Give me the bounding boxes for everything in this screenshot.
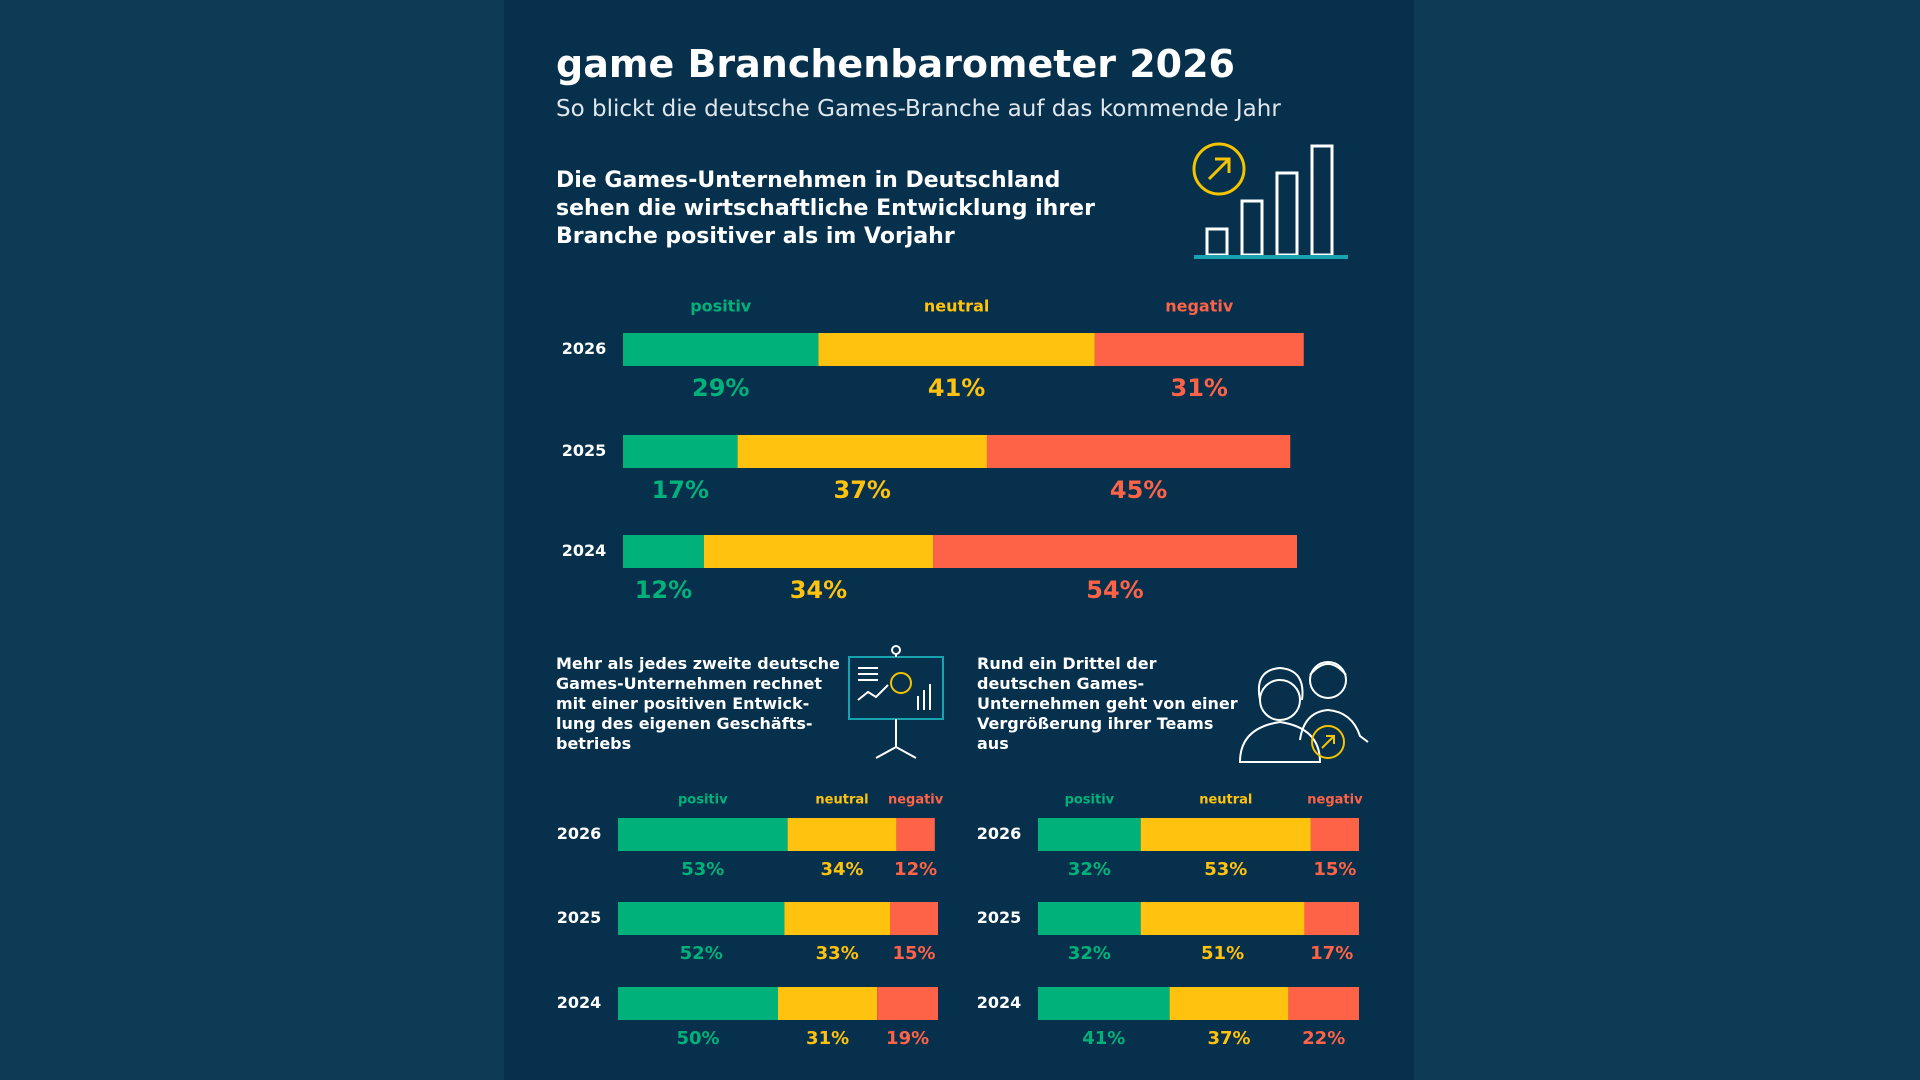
year-label: 2025 (977, 908, 1022, 927)
bar-segment (933, 535, 1297, 568)
bar-segment (1038, 987, 1170, 1020)
bar-segment (1094, 333, 1304, 366)
bar-segment (618, 987, 778, 1020)
value-label: 32% (1068, 943, 1111, 964)
value-label: 54% (1086, 576, 1143, 604)
value-label: 15% (892, 943, 935, 964)
value-label: 12% (894, 859, 937, 880)
legend-label: negativ (1165, 297, 1234, 316)
value-label: 31% (806, 1028, 849, 1049)
year-label: 2025 (562, 441, 607, 460)
legend-label: negativ (1307, 793, 1363, 808)
bar-segment (618, 902, 785, 935)
value-label: 34% (820, 859, 863, 880)
bar-segment (1304, 902, 1359, 935)
value-label: 53% (681, 859, 724, 880)
value-label: 41% (1082, 1028, 1125, 1049)
title: game Branchenbarometer 2026 (556, 42, 1235, 86)
year-label: 2026 (977, 824, 1022, 843)
value-label: 22% (1302, 1028, 1345, 1049)
year-label: 2024 (557, 993, 602, 1012)
bar-segment (1288, 987, 1359, 1020)
people-icon (1238, 661, 1369, 763)
chart-heading: Rund ein Drittel der deutschen Games-Unt… (977, 654, 1238, 753)
bar-segment (623, 333, 819, 366)
value-label: 31% (1171, 374, 1228, 402)
bar-segment (618, 818, 788, 851)
chart-heading: Die Games-Unternehmen in Deutschland seh… (556, 168, 1095, 249)
value-label: 41% (928, 374, 985, 402)
year-label: 2024 (562, 541, 607, 560)
value-label: 19% (886, 1028, 929, 1049)
growth-icon (1192, 142, 1348, 259)
bar-segment (1169, 987, 1289, 1020)
bar-segment (1310, 818, 1359, 851)
value-label: 53% (1204, 859, 1247, 880)
value-label: 51% (1201, 943, 1244, 964)
legend-label: negativ (888, 793, 944, 808)
value-label: 15% (1313, 859, 1356, 880)
year-label: 2024 (977, 993, 1022, 1012)
value-label: 37% (1207, 1028, 1250, 1049)
value-label: 37% (834, 476, 891, 504)
legend-label: positiv (1065, 793, 1115, 808)
bar-segment (1140, 902, 1305, 935)
year-label: 2026 (562, 339, 607, 358)
year-label: 2026 (557, 824, 602, 843)
bar-segment (1038, 902, 1141, 935)
year-label: 2025 (557, 908, 602, 927)
bar-segment (787, 818, 897, 851)
bar-segment (784, 902, 890, 935)
bar-segment (623, 435, 738, 468)
bar-segment (703, 535, 934, 568)
legend-label: neutral (815, 793, 868, 808)
bar-segment (1140, 818, 1311, 851)
bar-segment (623, 535, 704, 568)
legend-label: positiv (690, 297, 752, 316)
legend-label: neutral (1199, 793, 1252, 808)
chart-heading: Mehr als jedes zweite deutsche Games-Unt… (556, 654, 840, 753)
value-label: 34% (790, 576, 847, 604)
value-label: 32% (1068, 859, 1111, 880)
bar-segment (818, 333, 1095, 366)
value-label: 33% (816, 943, 859, 964)
value-label: 50% (676, 1028, 719, 1049)
subtitle: So blickt die deutsche Games-Branche auf… (556, 96, 1281, 122)
bar-segment (877, 987, 938, 1020)
bar-segment (778, 987, 878, 1020)
bar-segment (1038, 818, 1141, 851)
bar-segment (737, 435, 987, 468)
value-label: 45% (1110, 476, 1167, 504)
presentation-icon (848, 645, 944, 759)
legend-label: positiv (678, 793, 728, 808)
bar-segment (986, 435, 1291, 468)
value-label: 17% (652, 476, 709, 504)
value-label: 29% (692, 374, 749, 402)
bar-segment (896, 818, 935, 851)
value-label: 52% (680, 943, 723, 964)
value-label: 17% (1310, 943, 1353, 964)
legend-label: neutral (924, 297, 989, 316)
bar-segment (890, 902, 938, 935)
value-label: 12% (635, 576, 692, 604)
